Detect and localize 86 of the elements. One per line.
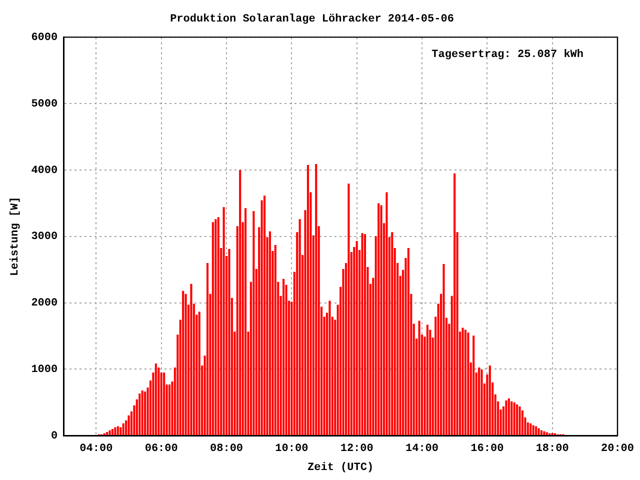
bar	[480, 370, 483, 436]
x-tick-label: 16:00	[470, 442, 504, 455]
bar	[163, 372, 166, 436]
annotation: Tagesertrag: 25.087 kWh	[432, 48, 584, 61]
x-tick-label: 06:00	[144, 442, 178, 455]
bar	[212, 222, 214, 436]
bar	[508, 398, 510, 436]
x-axis-title: Zeit (UTC)	[308, 462, 374, 474]
bar	[198, 312, 200, 436]
bar	[407, 248, 410, 436]
bar	[426, 324, 428, 436]
bar	[391, 232, 394, 436]
bar	[462, 328, 464, 436]
y-tick-label: 1000	[31, 364, 58, 376]
bar	[182, 290, 184, 436]
bar	[386, 192, 388, 436]
bar	[111, 428, 114, 436]
x-tick-label: 08:00	[210, 442, 244, 455]
bar	[206, 262, 209, 436]
y-tick-label: 3000	[31, 231, 58, 244]
bar	[521, 410, 524, 436]
y-tick-label: 5000	[31, 98, 58, 110]
bar	[380, 205, 382, 436]
bar	[488, 366, 491, 436]
x-tick-label: 18:00	[536, 442, 569, 455]
y-tick-label: 6000	[31, 32, 58, 44]
bar	[244, 208, 247, 436]
bar	[264, 196, 266, 436]
bar	[116, 426, 119, 436]
x-tick-label: 04:00	[80, 442, 113, 455]
bar	[168, 384, 171, 436]
bar	[478, 368, 480, 436]
chart-title: Produktion Solaranlage Löhracker 2014-05-06	[170, 13, 454, 26]
bar	[356, 241, 358, 436]
x-tick-label: 10:00	[275, 442, 308, 455]
bar	[252, 211, 255, 436]
x-tick-label: 14:00	[406, 442, 439, 455]
bar	[516, 404, 518, 436]
bar	[141, 390, 144, 436]
bar	[138, 393, 141, 436]
bar	[518, 406, 521, 436]
bar	[464, 330, 466, 436]
bar	[418, 320, 420, 436]
bar	[538, 428, 540, 436]
bar	[306, 165, 309, 436]
bar	[505, 400, 508, 436]
x-tick-label: 12:00	[340, 442, 374, 455]
bar	[108, 430, 111, 436]
bar	[530, 423, 532, 436]
bar	[217, 217, 220, 436]
bar	[128, 415, 130, 436]
x-tick-label: 20:00	[600, 442, 634, 455]
bar	[364, 234, 366, 436]
y-tick-label: 4000	[31, 164, 58, 177]
bar	[282, 278, 285, 436]
bar	[239, 170, 242, 436]
bar	[268, 231, 271, 436]
bar	[315, 164, 318, 436]
bar	[144, 391, 146, 436]
bar	[328, 300, 331, 436]
bar	[158, 368, 160, 436]
bar	[184, 294, 187, 436]
bar	[510, 401, 513, 436]
bar	[120, 427, 122, 436]
bar	[214, 219, 217, 436]
bar	[298, 219, 301, 436]
y-tick-label: 0	[50, 430, 58, 442]
bar	[114, 427, 116, 436]
bar	[472, 336, 475, 436]
y-axis-title: Leistung [W]	[9, 196, 22, 276]
bar	[122, 423, 124, 436]
bar	[222, 207, 225, 436]
bar	[535, 426, 538, 436]
bar	[274, 245, 276, 436]
bar	[513, 402, 516, 436]
bar	[467, 332, 470, 436]
bar	[442, 264, 445, 436]
bar	[361, 233, 364, 436]
bar	[378, 203, 380, 436]
bar	[454, 173, 456, 436]
bar	[532, 425, 534, 436]
y-tick-label: 2000	[31, 298, 58, 310]
bar	[190, 284, 192, 436]
bar	[228, 249, 230, 436]
bar	[154, 364, 157, 436]
bar	[348, 184, 350, 436]
